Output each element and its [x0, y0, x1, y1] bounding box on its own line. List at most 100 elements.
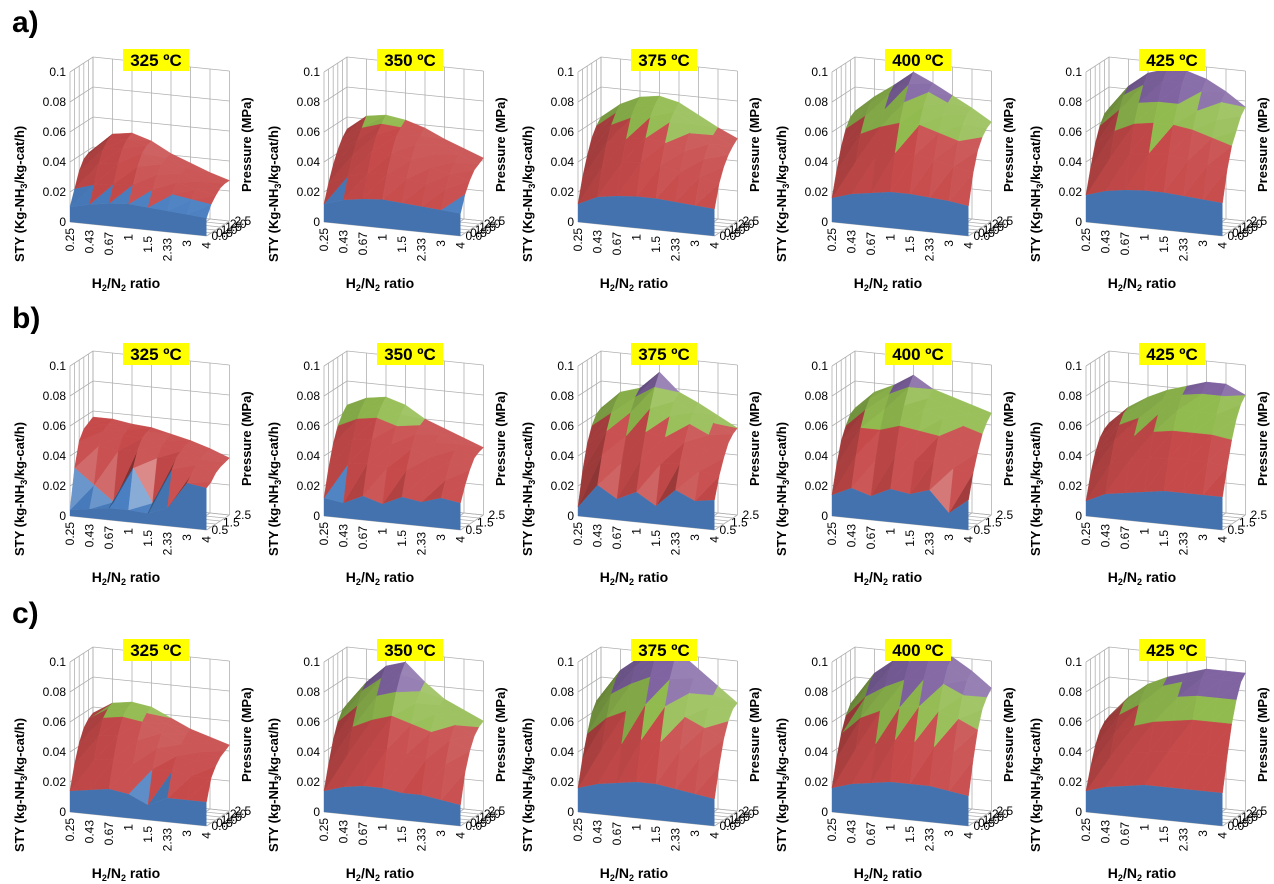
surface-facet [836, 717, 861, 759]
surface-facet [908, 374, 934, 390]
surface-facet [79, 717, 104, 744]
surface-facet [626, 676, 651, 712]
surface-facet [1085, 756, 1111, 792]
x-tick-label: 0.25 [63, 228, 77, 252]
chart-b-4: 0 0.02 0.04 0.06 0.08 0.1 0.25 0.43 0.67 1 1.5 2.33… [774, 343, 1016, 587]
surface-skirt [421, 498, 441, 528]
surface-skirt [167, 483, 187, 528]
surface-skirt [167, 211, 187, 234]
surface-facet [703, 706, 729, 729]
z-axis-label: Pressure (MPa) [493, 391, 508, 486]
surface-facet [615, 96, 641, 114]
surface-skirt [597, 783, 617, 816]
chart-title: 325 ºC [123, 639, 189, 661]
surface-facet [1104, 406, 1129, 430]
y-tick-label: 0.08 [805, 95, 829, 109]
title-text: 325 ºC [130, 51, 182, 70]
y-tick-label: 0.04 [43, 449, 67, 463]
chart-title: 350 ºC [377, 343, 443, 365]
surface-facet [440, 188, 466, 211]
surface-skirt [1086, 494, 1106, 518]
surface-skirt [1125, 785, 1145, 818]
surface-skirt [675, 789, 695, 824]
surface-facet [889, 374, 914, 395]
x-tick-label: 4 [1216, 536, 1230, 543]
chart-title: 425 ºC [1139, 343, 1205, 365]
y-tick-label: 0.08 [43, 389, 67, 403]
surface-facet [962, 413, 988, 427]
surface-facet [1095, 714, 1120, 747]
y-tick-label: 0.04 [805, 155, 829, 169]
surface-skirt [1086, 787, 1106, 814]
surface-facet [669, 111, 695, 125]
surface-skirt [148, 508, 168, 526]
z-tick-label: 1.0 [983, 813, 1000, 827]
surface-facet [903, 660, 930, 681]
surface-facet [928, 388, 953, 399]
surface-facet [128, 184, 154, 205]
surface-skirt [1164, 192, 1184, 232]
surface-facet [171, 456, 197, 470]
surface-facet [357, 677, 382, 707]
x-tick-label: 1.5 [903, 530, 917, 547]
x-tick-label: 0.43 [591, 524, 605, 548]
surface-facet [400, 404, 426, 420]
surface-facet [845, 103, 871, 130]
surface-facet [362, 462, 388, 497]
surface-facet [625, 407, 651, 437]
y-axis-label: STY (Kg-NH3/kg-cat/h) [266, 126, 283, 262]
z-tick-label: 0.0 [466, 819, 483, 833]
z-tick-label: 1.5 [985, 516, 1002, 530]
z-tick-label: 1.5 [733, 810, 750, 824]
title-text: 400 ºC [892, 641, 944, 660]
surface-facet [117, 435, 143, 452]
y-axis-label: STY (Kg-NH3/kg-cat/h) [12, 126, 29, 262]
surface-facet [1183, 159, 1208, 197]
x-tick-label: 1 [122, 234, 136, 241]
surface-facet [132, 449, 158, 469]
surface-skirt [324, 787, 344, 814]
surface-facet [1118, 405, 1144, 426]
x-tick-label: 0.67 [102, 232, 116, 256]
surface-facet [1090, 439, 1115, 475]
x-tick-label: 3 [1196, 830, 1210, 837]
x-tick-label: 1 [884, 234, 898, 241]
surface-facet [126, 701, 152, 709]
grid-line-floor [460, 810, 484, 827]
surface-skirt [695, 205, 715, 236]
surface-facet [1153, 409, 1179, 433]
surface-facet [439, 428, 465, 439]
surface-skirt [382, 788, 402, 820]
z-ticks: 0.51.52.5 [1228, 508, 1268, 537]
title-highlight [631, 343, 697, 365]
x-tick-label: 0.67 [102, 822, 116, 846]
surface-facet [156, 163, 182, 175]
surface-skirt [128, 794, 148, 820]
y-tick-label: 0.1 [49, 65, 66, 79]
surface-facet [938, 417, 964, 437]
surface-facet [108, 758, 134, 790]
z-tick-label: 2.5 [489, 508, 506, 522]
z-tick-label: 2.5 [1251, 508, 1268, 522]
x-tick-label: 4 [962, 242, 976, 249]
x-tick-label: 0.25 [1079, 522, 1093, 546]
surface-skirt [929, 197, 949, 234]
surface-facet [649, 104, 676, 118]
surface-facet [141, 431, 167, 441]
y-tick-label: 0.04 [297, 449, 321, 463]
surface-facet [74, 440, 100, 469]
surface-facet [904, 386, 929, 406]
surface-facet [127, 132, 152, 142]
x-tick-label: 3 [942, 240, 956, 247]
surface-facet [1157, 681, 1183, 702]
y-ticks: 0 0.02 0.04 0.06 0.08 0.1 [297, 655, 321, 819]
z-tick-label: 2.0 [738, 217, 755, 231]
y-tick-label: 0.06 [805, 125, 829, 139]
surface-facet [890, 455, 915, 490]
y-tick-label: 0.08 [551, 389, 575, 403]
surface-facet [367, 715, 393, 751]
surface-facet [841, 696, 866, 735]
x-tick-label: 2.33 [161, 238, 175, 262]
chart-c-3: 0 0.02 0.04 0.06 0.08 0.1 0.25 0.43 0.67 1 1.5 2.33… [520, 639, 762, 883]
surface-facet [640, 431, 666, 460]
